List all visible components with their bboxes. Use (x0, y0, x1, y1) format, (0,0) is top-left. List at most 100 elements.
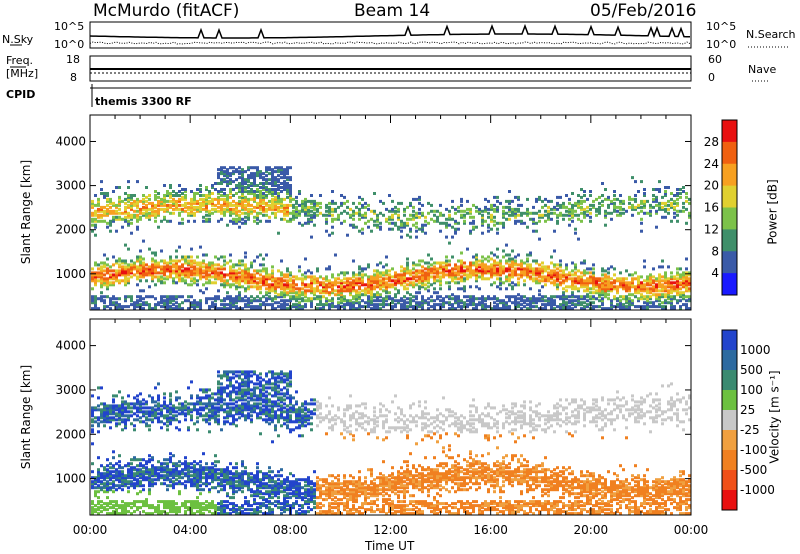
power-data-cell (142, 289, 145, 293)
power-data-cell (667, 279, 670, 283)
power-data-cell (418, 301, 421, 305)
power-data-cell (391, 215, 394, 219)
power-data-cell (523, 221, 526, 225)
power-data-cell (238, 261, 241, 265)
power-data-cell (670, 301, 673, 305)
power-data-cell (271, 289, 274, 293)
power-data-cell (142, 275, 145, 279)
power-data-cell (424, 301, 427, 305)
power-data-cell (562, 287, 565, 291)
power-data-cell (298, 265, 301, 269)
power-data-cell (340, 211, 343, 215)
power-data-cell (502, 281, 505, 285)
power-data-cell (466, 199, 469, 203)
power-data-cell (139, 271, 142, 275)
power-data-cell (259, 201, 262, 205)
power-data-cell (91, 301, 94, 305)
power-data-cell (406, 297, 409, 301)
power-data-cell (328, 285, 331, 289)
power-data-cell (520, 203, 523, 207)
velocity-data-cell (103, 474, 106, 478)
power-data-cell (283, 299, 286, 303)
power-data-cell (256, 205, 259, 209)
velocity-data-cell (112, 418, 115, 422)
power-data-cell (610, 289, 613, 293)
velocity-data-cell (160, 404, 163, 408)
power-data-cell (274, 277, 277, 281)
power-data-cell (628, 281, 631, 285)
power-data-cell (667, 199, 670, 203)
power-data-cell (379, 287, 382, 291)
power-data-cell (142, 303, 145, 307)
power-data-cell (274, 182, 277, 185)
power-data-cell (301, 283, 304, 287)
power-data-cell (124, 205, 127, 209)
power-data-cell (127, 197, 130, 201)
power-data-cell (229, 273, 232, 277)
power-data-cell (514, 299, 517, 303)
power-data-cell (502, 221, 505, 225)
power-data-cell (460, 299, 463, 303)
power-data-cell (511, 265, 514, 269)
power-data-cell (361, 227, 364, 231)
power-data-cell (253, 269, 256, 273)
velocity-data-cell (109, 410, 112, 414)
power-data-cell (247, 277, 250, 281)
velocity-data-cell (106, 496, 109, 500)
velocity-data-cell (169, 460, 172, 464)
power-data-cell (661, 301, 664, 305)
power-data-cell (241, 199, 244, 203)
power-data-cell (274, 283, 277, 287)
power-data-cell (415, 295, 418, 299)
power-data-cell (394, 305, 397, 309)
power-data-cell (592, 205, 595, 209)
velocity-data-cell (172, 506, 175, 510)
power-data-cell (358, 303, 361, 307)
power-data-cell (394, 299, 397, 303)
power-data-cell (379, 227, 382, 231)
power-data-cell (484, 305, 487, 309)
power-data-cell (556, 271, 559, 275)
power-data-cell (394, 205, 397, 209)
velocity-data-cell (115, 500, 118, 504)
power-data-cell (277, 231, 280, 235)
velocity-data-cell (97, 408, 100, 412)
power-data-cell (664, 190, 667, 193)
power-data-cell (421, 211, 424, 215)
power-data-cell (319, 194, 322, 197)
power-data-cell (670, 219, 673, 223)
power-data-cell (328, 307, 331, 311)
power-data-cell (550, 301, 553, 305)
velocity-data-cell (115, 474, 118, 478)
power-data-cell (571, 295, 574, 299)
power-data-cell (370, 301, 373, 305)
power-data-cell (238, 275, 241, 279)
velocity-data-cell (121, 488, 124, 492)
power-data-cell (577, 201, 580, 205)
power-data-cell (421, 225, 424, 229)
velocity-data-cell (121, 484, 124, 488)
power-data-cell (556, 279, 559, 283)
power-data-cell (325, 229, 328, 233)
power-data-cell (511, 209, 514, 213)
power-data-cell (496, 277, 499, 281)
power-data-cell (271, 305, 274, 309)
power-data-cell (208, 213, 211, 217)
power-data-cell (229, 283, 232, 287)
power-data-cell (667, 283, 670, 287)
velocity-data-cell (148, 484, 151, 488)
power-data-cell (322, 285, 325, 289)
velocity-data-cell (124, 478, 127, 482)
power-data-cell (385, 303, 388, 307)
velocity-data-cell (148, 474, 151, 478)
power-data-cell (112, 281, 115, 285)
velocity-data-cell (130, 484, 133, 488)
power-data-cell (601, 289, 604, 293)
power-data-cell (298, 289, 301, 293)
velocity-data-cell (103, 406, 106, 410)
power-data-cell (541, 275, 544, 279)
power-data-cell (331, 275, 334, 279)
power-data-cell (250, 279, 253, 283)
power-data-cell (550, 211, 553, 215)
velocity-data-cell (115, 508, 118, 512)
